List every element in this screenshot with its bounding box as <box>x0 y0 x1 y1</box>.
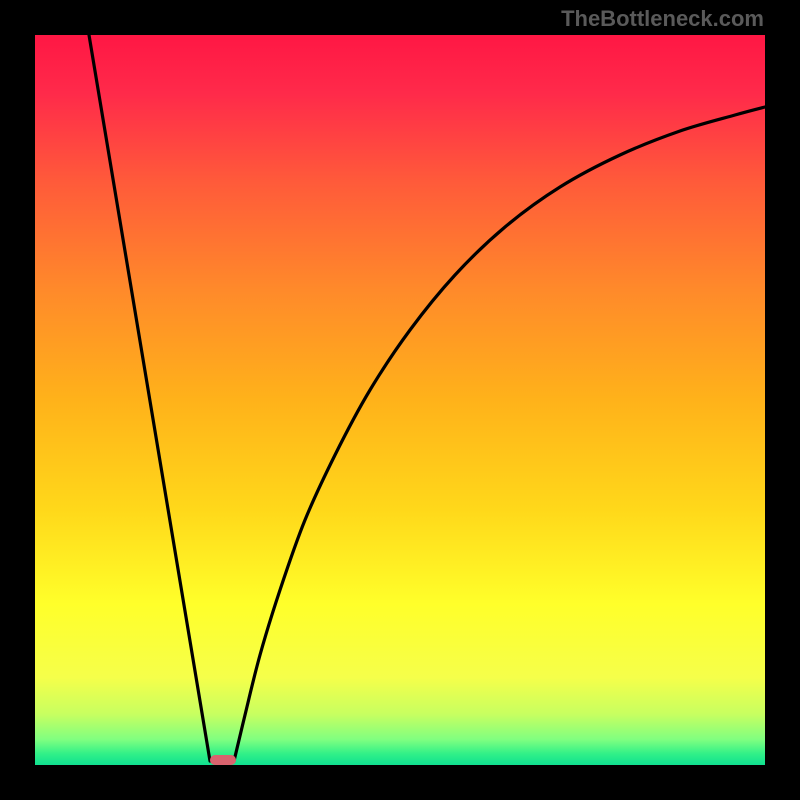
frame-border-right <box>765 0 800 800</box>
watermark-text: TheBottleneck.com <box>561 6 764 32</box>
frame-border-left <box>0 0 35 800</box>
frame-border-bottom <box>0 765 800 800</box>
bottleneck-curve <box>35 35 765 765</box>
optimal-marker <box>210 755 236 765</box>
curve-left-line <box>89 35 210 761</box>
plot-area <box>35 35 765 765</box>
curve-right <box>234 107 765 761</box>
